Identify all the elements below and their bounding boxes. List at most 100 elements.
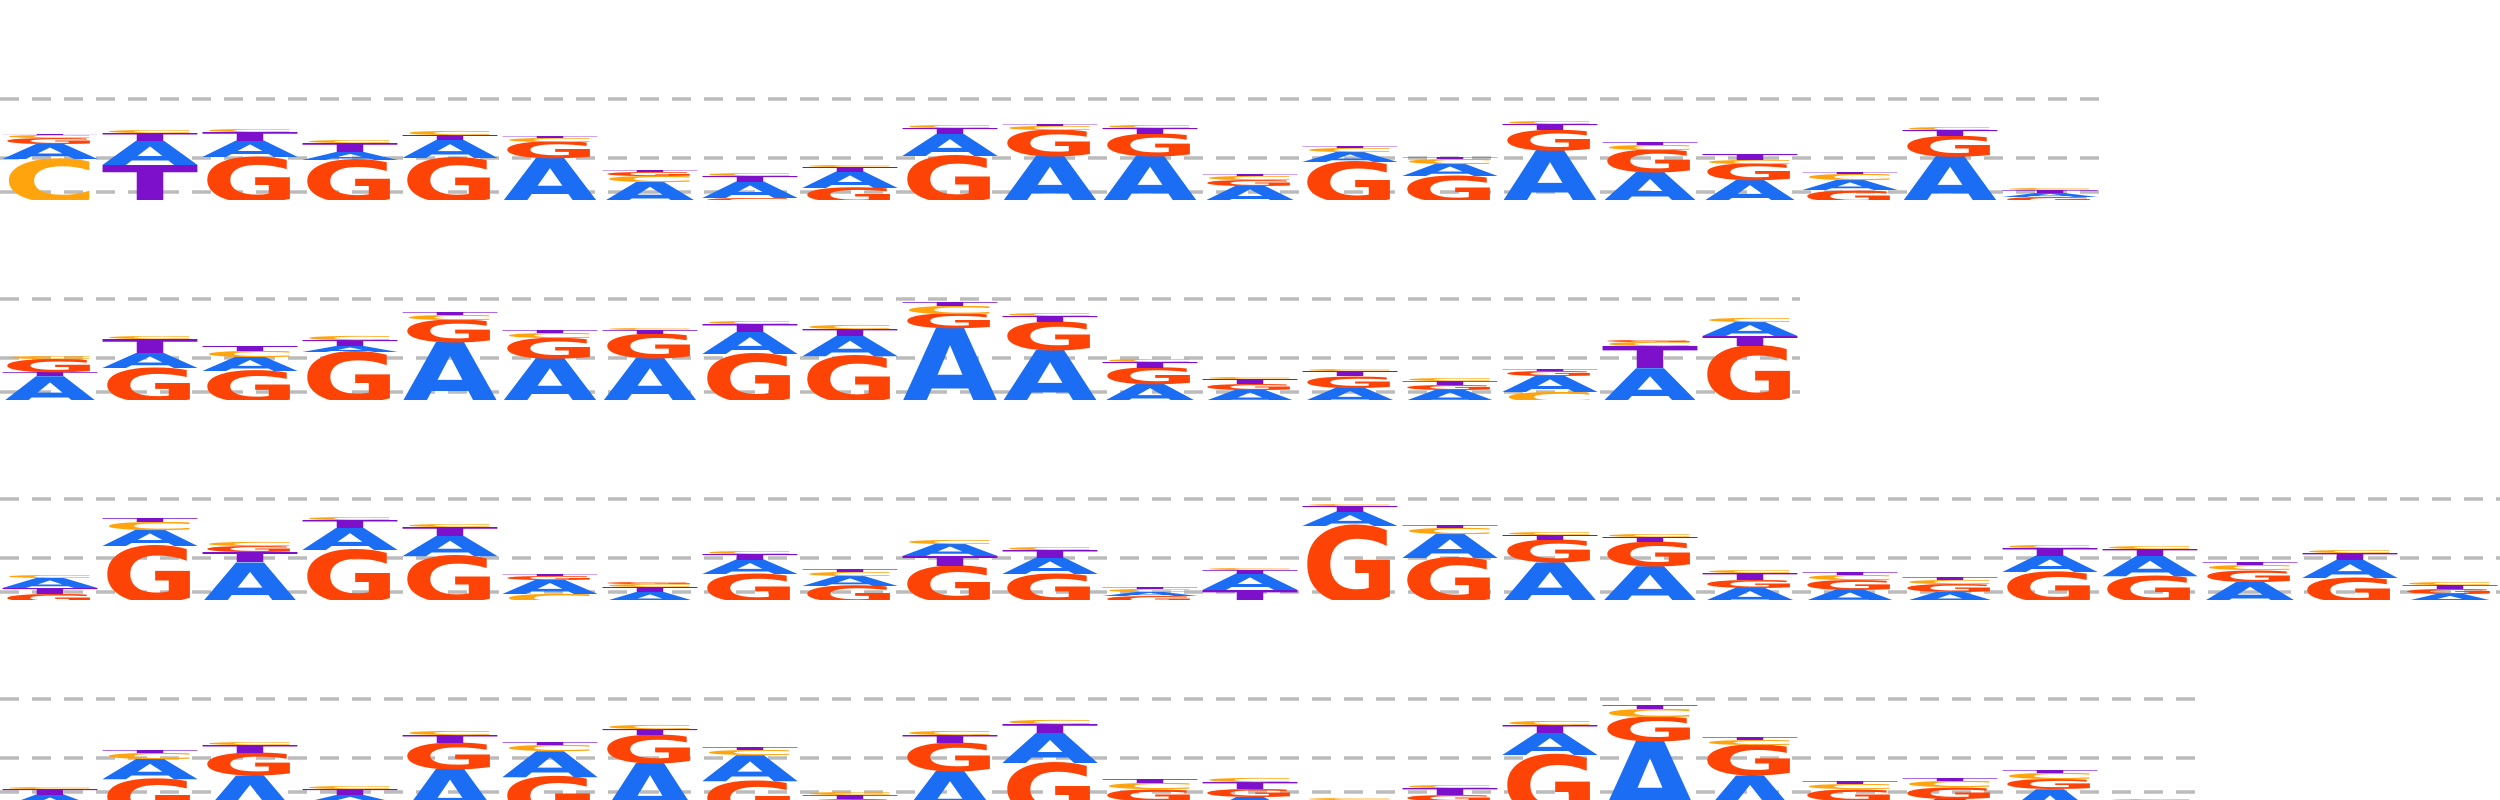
logo-letter-C: C	[1402, 784, 1497, 789]
logo-letter-G: G	[901, 144, 998, 200]
logo-letter-G: G	[1901, 784, 1998, 800]
logo-letter-G: G	[301, 536, 398, 600]
logo-letter-C: C	[602, 583, 697, 588]
logo-letter-G: G	[2101, 569, 2198, 600]
logo-letter-G: G	[801, 797, 898, 800]
logo-letter-C: C	[1902, 779, 1997, 789]
logo-letter-C: C	[1702, 159, 1797, 165]
logo-letter-A: A	[702, 178, 799, 200]
logo-letter-T: T	[302, 141, 398, 155]
logo-letter-G: G	[1701, 578, 1798, 591]
logo-letter-G: G	[901, 557, 998, 600]
logo-letter-C: C	[1002, 719, 1097, 725]
logo-letter-G: G	[1801, 577, 1898, 593]
logo-letter-A: A	[2002, 782, 2099, 800]
logo-letter-G: G	[2001, 776, 2098, 792]
logo-letter-C: C	[2202, 564, 2297, 572]
logo-letter-C: C	[2002, 187, 2097, 190]
logo-letter-T: T	[402, 134, 498, 142]
logo-letter-A: A	[302, 344, 399, 354]
logo-letter-T: T	[1702, 333, 1798, 349]
logo-letter-T: T	[1602, 340, 1699, 375]
logo-letter-T: T	[102, 156, 198, 200]
logo-letter-A: A	[402, 135, 499, 164]
logo-letter-C: C	[402, 314, 497, 322]
logo-letter-A: A	[1702, 174, 1798, 200]
logo-letter-C: C	[1602, 341, 1697, 347]
logo-letter-T: T	[2302, 551, 2398, 562]
logo-letter-A: A	[2402, 592, 2499, 600]
logo-letter-C: C	[402, 730, 497, 736]
logo-letter-A: A	[1902, 144, 1999, 200]
logo-letter-C: C	[302, 139, 397, 144]
logo-letter-T: T	[902, 126, 998, 136]
logo-letter-G: G	[201, 362, 298, 400]
logo-letter-A: A	[1902, 589, 1999, 600]
logo-letter-G: G	[701, 341, 798, 400]
logo-letter-C: C	[202, 541, 297, 547]
logo-letter-C: C	[2, 786, 97, 789]
logo-letter-A: A	[1402, 527, 1499, 566]
logo-letter-G: G	[101, 770, 198, 800]
logo-letter-A: A	[602, 177, 699, 200]
logo-letter-A: A	[1902, 795, 1999, 800]
logo-letter-T: T	[1502, 122, 1598, 132]
logo-letter-A: A	[1602, 164, 1699, 200]
logo-letter-G: G	[1301, 506, 1398, 600]
logo-letter-G: G	[1101, 128, 1198, 163]
logo-letter-A: A	[702, 556, 799, 578]
logo-letter-C: C	[1902, 579, 1997, 585]
logo-letter-T: T	[802, 327, 898, 338]
logo-letter-C: C	[102, 751, 197, 761]
logo-letter-C: C	[1102, 781, 1197, 791]
logo-letter-T: T	[502, 329, 598, 334]
logo-letter-A: A	[1402, 797, 1499, 800]
logo-letter-G: G	[1101, 786, 1198, 800]
logo-letter-A: A	[602, 347, 699, 400]
logo-letter-A: A	[1102, 379, 1199, 400]
logo-letter-G: G	[901, 310, 998, 332]
logo-letter-A: A	[1702, 764, 1799, 800]
logo-letter-A: A	[2, 140, 99, 164]
logo-letter-T: T	[1502, 368, 1598, 371]
logo-letter-C: C	[1402, 158, 1497, 166]
logo-letter-G: G	[1801, 187, 1898, 200]
logo-letter-T: T	[1802, 571, 1898, 576]
logo-letter-C: C	[2, 134, 97, 139]
logo-letter-A: A	[1602, 557, 1699, 600]
logo-letter-G: G	[201, 747, 298, 782]
logo-letter-T: T	[1002, 314, 1098, 324]
logo-letter-C: C	[202, 349, 297, 359]
logo-letter-G: G	[101, 531, 198, 600]
logo-letter-G: G	[201, 145, 298, 200]
logo-letter-T: T	[202, 743, 298, 756]
logo-letter-T: T	[402, 311, 498, 316]
logo-letter-A: A	[1502, 136, 1599, 200]
logo-letter-T: T	[302, 518, 398, 531]
motif-logo-row-4: GATCGACTAGTCGATCAGTCGACTAGTCGACTAGTCAGTC…	[0, 697, 2200, 800]
logo-letter-A: A	[502, 347, 599, 400]
logo-letter-G: G	[801, 344, 898, 400]
logo-letter-T: T	[1402, 786, 1498, 797]
logo-letter-G: G	[801, 582, 898, 600]
logo-letter-A: A	[2002, 192, 2099, 198]
logo-letter-T: T	[2202, 561, 2298, 566]
logo-letter-A: A	[1702, 584, 1799, 600]
logo-letter-T: T	[2, 134, 98, 136]
logo-letter-G: G	[2201, 567, 2298, 586]
logo-letter-C: C	[1502, 720, 1597, 726]
logo-letter-A: A	[802, 573, 899, 589]
logo-letter-A: A	[1602, 359, 1699, 400]
logo-letter-T: T	[1202, 378, 1298, 386]
logo-letter-A: A	[1402, 387, 1499, 400]
logo-letter-C: C	[302, 335, 397, 341]
logo-letter-C: C	[702, 550, 797, 555]
logo-letter-T: T	[1102, 778, 1198, 784]
logo-letter-T: T	[2, 371, 98, 377]
logo-letter-A: A	[1202, 792, 1299, 800]
logo-letter-T: T	[602, 329, 698, 335]
logo-letter-G: G	[1701, 160, 1798, 185]
logo-letter-T: T	[1202, 173, 1298, 176]
